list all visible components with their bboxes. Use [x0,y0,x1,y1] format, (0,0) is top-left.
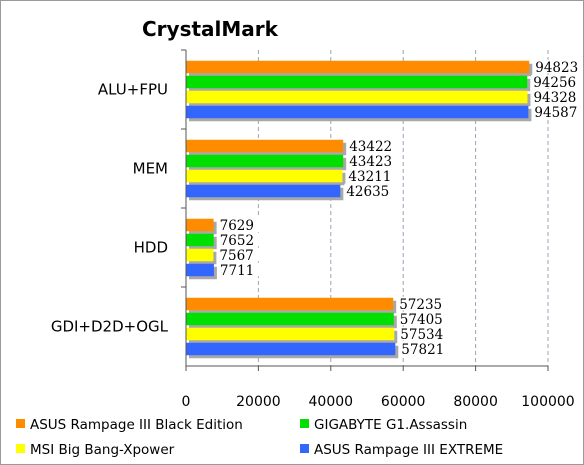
data-label-bg [531,74,576,89]
category-labels: ALU+FPU MEM HDD GDI+D2D+OGL [51,81,169,336]
legend-label: ASUS Rampage III Black Edition [30,417,243,433]
data-label: 57235 [399,297,442,313]
data-label: 42635 [346,184,389,200]
x-tick-label: 80000 [453,394,498,410]
data-label-bg [217,247,262,262]
bar [186,105,529,119]
data-label-bg [347,153,392,168]
legend: ASUS Rampage III Black Edition GIGABYTE G… [16,417,503,458]
bar [186,327,395,341]
data-label-bg [531,89,576,104]
data-label: 7711 [220,263,254,279]
bar [186,75,528,89]
bar [186,233,214,247]
bar [186,263,214,277]
data-label: 43211 [348,169,391,185]
x-tick-label: 20000 [236,394,281,410]
bars [186,60,533,359]
bar [186,184,341,198]
data-label: 7629 [220,218,254,234]
data-label-bg [532,104,577,119]
data-label-bg [346,168,391,183]
x-tick-label: 60000 [381,394,426,410]
category-label: ALU+FPU [98,81,168,99]
data-label-bg [399,341,444,356]
legend-label: MSI Big Bang-Xpower [30,442,175,458]
category-label: MEM [133,160,168,178]
data-label: 57821 [401,342,444,358]
bar [186,139,344,153]
x-tick-label: 100000 [521,394,574,410]
axes [181,49,549,371]
bar [186,218,214,232]
data-label: 43423 [349,154,392,170]
x-tick-label: 40000 [309,394,354,410]
data-label-bg [533,59,578,74]
data-label: 7652 [220,233,254,249]
legend-label: ASUS Rampage III EXTREME [314,442,503,458]
bar [186,60,530,74]
data-label-bg [397,311,442,326]
data-label-bg [344,183,389,198]
data-label-bg [217,262,262,277]
data-label: 7567 [219,248,253,264]
data-label: 57405 [400,312,443,328]
legend-label: GIGABYTE G1.Assassin [314,417,467,433]
data-label-bg [217,217,262,232]
bar [186,169,343,183]
chart-title: CrystalMark [142,17,279,41]
data-label-bg [397,296,442,311]
category-label: HDD [134,239,168,257]
tick-labels: 0 20000 40000 60000 80000 100000 [182,394,575,410]
legend-swatch [300,419,309,428]
data-label: 57534 [400,327,443,343]
bar [186,154,344,168]
bar [186,342,396,356]
legend-swatch [16,419,25,428]
data-label-bg [217,232,262,247]
legend-swatch [300,444,309,453]
data-label-bg [347,138,392,153]
data-label: 94587 [534,105,577,121]
bar [186,312,394,326]
bar [186,90,528,104]
data-label: 94328 [533,90,576,106]
data-label-bg [398,326,443,341]
x-tick-label: 0 [182,394,191,410]
category-label: GDI+D2D+OGL [51,318,169,336]
bar [186,248,214,262]
data-label: 94823 [535,60,578,76]
bar [186,297,394,311]
data-label: 43422 [349,139,392,155]
legend-swatch [16,444,25,453]
data-label: 94256 [533,75,576,91]
